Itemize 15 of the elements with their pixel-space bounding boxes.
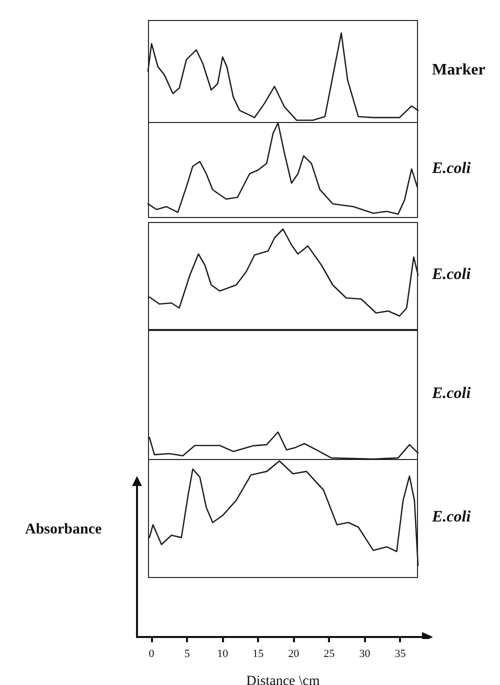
x-tick-label: 25 [324,648,336,660]
x-tick-label: 0 [148,648,155,660]
y-axis-title: Absorbance [25,522,102,538]
x-tick-label: 5 [184,648,190,660]
series-label: E.coli [431,266,472,283]
x-tick-label: 20 [288,648,300,660]
text: E.coli [431,385,472,402]
series-label: E.coli [431,160,472,177]
x-tick-label: 15 [252,648,264,660]
x-tick-label: 30 [359,648,371,660]
x-axis-title: Distance \cm [246,674,320,685]
x-tick-label: 10 [217,648,229,660]
series-label: E.coli [431,508,472,526]
x-tick-label: 35 [394,648,406,660]
text: Marker [432,62,486,78]
